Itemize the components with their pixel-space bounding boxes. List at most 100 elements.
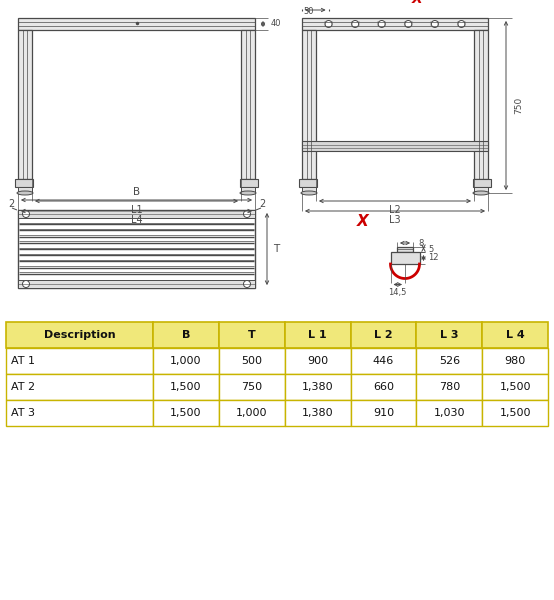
Text: 910: 910 bbox=[373, 408, 394, 418]
Circle shape bbox=[244, 280, 250, 287]
Text: L3: L3 bbox=[389, 215, 401, 225]
Circle shape bbox=[325, 20, 332, 28]
Text: 1,500: 1,500 bbox=[499, 382, 531, 392]
Text: 1,000: 1,000 bbox=[170, 356, 202, 366]
Text: 5: 5 bbox=[428, 245, 434, 254]
Bar bbox=[397, 247, 413, 252]
Bar bbox=[241, 30, 255, 179]
Text: 14,5: 14,5 bbox=[388, 289, 407, 298]
Text: X: X bbox=[357, 214, 369, 229]
Bar bbox=[482, 348, 548, 374]
Bar bbox=[18, 18, 255, 30]
Bar bbox=[391, 252, 419, 264]
Circle shape bbox=[378, 20, 385, 28]
Bar bbox=[18, 30, 32, 179]
Text: 750: 750 bbox=[514, 97, 523, 114]
Bar bbox=[473, 179, 491, 187]
Text: 40: 40 bbox=[271, 19, 281, 28]
Bar bbox=[6, 348, 153, 374]
Bar bbox=[417, 400, 482, 426]
Ellipse shape bbox=[17, 191, 33, 195]
Text: 446: 446 bbox=[373, 356, 394, 366]
Bar bbox=[302, 18, 488, 30]
Text: 900: 900 bbox=[307, 356, 328, 366]
Bar bbox=[219, 400, 285, 426]
Bar bbox=[285, 374, 351, 400]
Bar bbox=[240, 179, 258, 187]
Text: 2: 2 bbox=[259, 199, 265, 209]
Text: 1,000: 1,000 bbox=[236, 408, 268, 418]
Bar bbox=[417, 348, 482, 374]
Bar bbox=[417, 374, 482, 400]
Text: L 4: L 4 bbox=[506, 330, 525, 340]
Circle shape bbox=[244, 211, 250, 217]
Text: 660: 660 bbox=[373, 382, 394, 392]
Text: 1,500: 1,500 bbox=[499, 408, 531, 418]
Text: AT 2: AT 2 bbox=[11, 382, 35, 392]
Text: B: B bbox=[182, 330, 190, 340]
Bar bbox=[18, 187, 32, 193]
Text: X: X bbox=[412, 0, 423, 6]
Text: 500: 500 bbox=[242, 356, 263, 366]
Text: T: T bbox=[248, 330, 256, 340]
Bar bbox=[219, 348, 285, 374]
Ellipse shape bbox=[473, 191, 489, 195]
Text: 8: 8 bbox=[418, 238, 423, 247]
Bar bbox=[482, 322, 548, 348]
Text: 526: 526 bbox=[439, 356, 460, 366]
Bar bbox=[302, 30, 316, 179]
Bar bbox=[285, 400, 351, 426]
Bar bbox=[153, 400, 219, 426]
Text: 980: 980 bbox=[505, 356, 526, 366]
Bar bbox=[474, 30, 488, 179]
Bar bbox=[351, 322, 417, 348]
Text: L2: L2 bbox=[389, 205, 401, 215]
Text: 750: 750 bbox=[242, 382, 263, 392]
Bar bbox=[351, 348, 417, 374]
Bar bbox=[18, 210, 255, 288]
Text: L 1: L 1 bbox=[309, 330, 327, 340]
Bar bbox=[299, 179, 317, 187]
Text: 50: 50 bbox=[303, 7, 314, 16]
Text: 2: 2 bbox=[8, 199, 14, 209]
Bar bbox=[6, 322, 153, 348]
Bar bbox=[219, 322, 285, 348]
Bar bbox=[219, 374, 285, 400]
Text: 1,500: 1,500 bbox=[170, 408, 202, 418]
Bar bbox=[474, 187, 488, 193]
Text: 1,030: 1,030 bbox=[434, 408, 465, 418]
Ellipse shape bbox=[301, 191, 317, 195]
Bar bbox=[153, 374, 219, 400]
Bar bbox=[285, 322, 351, 348]
Text: 1,380: 1,380 bbox=[302, 408, 334, 418]
Bar bbox=[153, 322, 219, 348]
Bar bbox=[153, 348, 219, 374]
Text: L 3: L 3 bbox=[440, 330, 459, 340]
Circle shape bbox=[432, 20, 438, 28]
Circle shape bbox=[23, 280, 29, 287]
Bar bbox=[302, 141, 488, 151]
Ellipse shape bbox=[240, 191, 256, 195]
Bar bbox=[351, 400, 417, 426]
Text: L 2: L 2 bbox=[374, 330, 393, 340]
Bar bbox=[285, 348, 351, 374]
Bar bbox=[6, 374, 153, 400]
Bar bbox=[302, 187, 316, 193]
Text: 1,380: 1,380 bbox=[302, 382, 334, 392]
Bar bbox=[6, 400, 153, 426]
Circle shape bbox=[405, 20, 412, 28]
Circle shape bbox=[23, 211, 29, 217]
Text: T: T bbox=[273, 244, 279, 254]
Bar bbox=[351, 374, 417, 400]
Text: AT 3: AT 3 bbox=[11, 408, 35, 418]
Text: AT 1: AT 1 bbox=[11, 356, 35, 366]
Bar bbox=[482, 374, 548, 400]
Text: 1,500: 1,500 bbox=[170, 382, 202, 392]
Bar bbox=[18, 280, 255, 288]
Bar bbox=[15, 179, 33, 187]
Text: 780: 780 bbox=[439, 382, 460, 392]
Circle shape bbox=[352, 20, 358, 28]
Text: L1: L1 bbox=[131, 205, 142, 215]
Text: Description: Description bbox=[44, 330, 115, 340]
Bar bbox=[241, 187, 255, 193]
